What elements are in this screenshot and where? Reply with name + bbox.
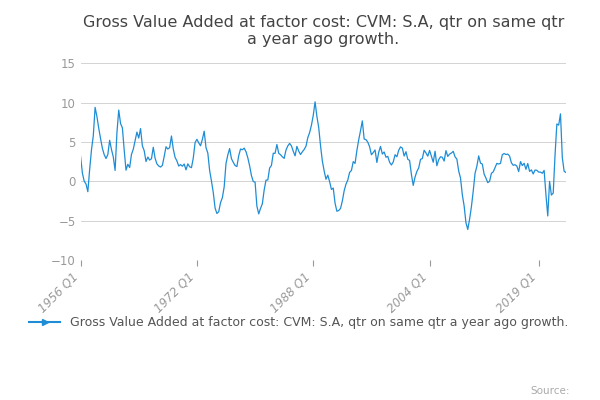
Gross Value Added at factor cost: CVM: S.A, qtr on same qtr a year ago growth.: (129, 10.1): CVM: S.A, qtr on same qtr a year ago gro… (311, 100, 319, 104)
Title: Gross Value Added at factor cost: CVM: S.A, qtr on same qtr
a year ago growth.: Gross Value Added at factor cost: CVM: S… (83, 15, 564, 47)
Gross Value Added at factor cost: CVM: S.A, qtr on same qtr a year ago growth.: (63, 4.93): CVM: S.A, qtr on same qtr a year ago gro… (191, 140, 199, 145)
Gross Value Added at factor cost: CVM: S.A, qtr on same qtr a year ago growth.: (142, -3.71): CVM: S.A, qtr on same qtr a year ago gro… (335, 208, 343, 213)
Legend: Gross Value Added at factor cost: CVM: S.A, qtr on same qtr a year ago growth.: Gross Value Added at factor cost: CVM: S… (24, 311, 574, 334)
Gross Value Added at factor cost: CVM: S.A, qtr on same qtr a year ago growth.: (22, 7.35): CVM: S.A, qtr on same qtr a year ago gro… (117, 121, 124, 126)
Gross Value Added at factor cost: CVM: S.A, qtr on same qtr a year ago growth.: (267, 1.12): CVM: S.A, qtr on same qtr a year ago gro… (562, 170, 569, 175)
Gross Value Added at factor cost: CVM: S.A, qtr on same qtr a year ago growth.: (213, -6.12): CVM: S.A, qtr on same qtr a year ago gro… (464, 227, 472, 232)
Gross Value Added at factor cost: CVM: S.A, qtr on same qtr a year ago growth.: (90, 4.22): CVM: S.A, qtr on same qtr a year ago gro… (241, 146, 248, 150)
Text: Source:: Source: (530, 386, 570, 396)
Gross Value Added at factor cost: CVM: S.A, qtr on same qtr a year ago growth.: (0, 3.18): CVM: S.A, qtr on same qtr a year ago gro… (77, 154, 84, 159)
Gross Value Added at factor cost: CVM: S.A, qtr on same qtr a year ago growth.: (164, 3.69): CVM: S.A, qtr on same qtr a year ago gro… (375, 150, 382, 155)
Gross Value Added at factor cost: CVM: S.A, qtr on same qtr a year ago growth.: (218, 1.92): CVM: S.A, qtr on same qtr a year ago gro… (473, 164, 481, 169)
Line: Gross Value Added at factor cost: CVM: S.A, qtr on same qtr a year ago growth.: Gross Value Added at factor cost: CVM: S… (80, 102, 566, 230)
